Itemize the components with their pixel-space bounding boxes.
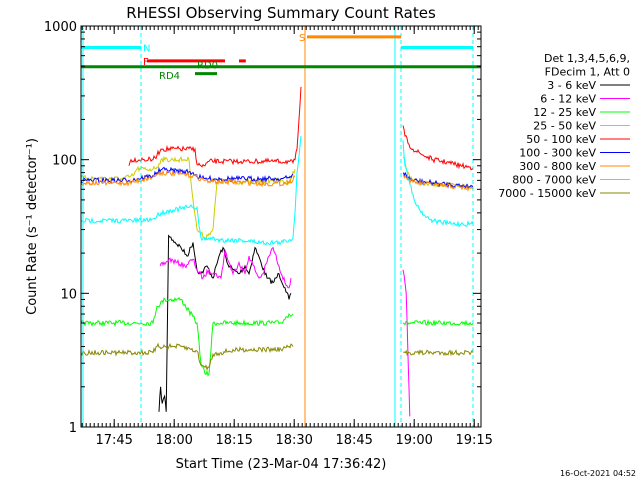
x-tick-label: 18:45 [335, 433, 372, 448]
axis-layer: 17:45 18:00 18:15 18:30 18:45 19:00 19:15 1 10 10… [44, 20, 493, 448]
legend: Det 1,3,4,5,6,9,FDecim 1, Att 03 - 6 keV… [498, 52, 630, 200]
legend-label: 12 - 25 keV [533, 106, 596, 119]
y-tick-label: 10 [60, 287, 77, 302]
series-line [80, 155, 296, 241]
series-line [158, 234, 292, 412]
legend-label: 7000 - 15000 keV [498, 187, 596, 200]
x-tick-label: 18:00 [155, 433, 192, 448]
x-tick-label: 19:00 [395, 433, 432, 448]
series-line [402, 173, 474, 192]
series-line [80, 136, 302, 246]
series-line [80, 342, 294, 371]
series-line [402, 318, 474, 327]
flag-label-n: N [143, 44, 150, 55]
series-line [80, 169, 296, 188]
x-tick-label: 17:45 [95, 433, 132, 448]
series-line [80, 166, 294, 184]
legend-label: 25 - 50 keV [533, 120, 596, 133]
flag-label-s: S [299, 33, 305, 44]
series-line [402, 269, 411, 417]
timestamp: 16-Oct-2021 04:52 [560, 469, 636, 478]
series-line [128, 86, 302, 168]
y-axis-label: Count Rate (s⁻¹ detector⁻¹) [25, 138, 40, 315]
plot-frame [80, 25, 482, 428]
flag-label-rd4: RD4 [159, 71, 180, 82]
legend-label: 3 - 6 keV [547, 79, 596, 92]
chart-title: RHESSI Observing Summary Count Rates [126, 4, 436, 22]
flag-label-rd0: RD0 [197, 61, 218, 72]
legend-header: FDecim 1, Att 0 [545, 66, 630, 79]
y-tick-label: 1 [69, 421, 77, 436]
y-tick-label: 1000 [44, 20, 77, 35]
series-line [402, 140, 474, 228]
series-line [402, 125, 474, 171]
series-line [159, 246, 292, 289]
legend-label: 300 - 800 keV [519, 160, 596, 173]
legend-header: Det 1,3,4,5,6,9, [544, 52, 630, 65]
x-axis-label: Start Time (23-Mar-04 17:36:42) [176, 457, 387, 472]
legend-label: 800 - 7000 keV [512, 174, 596, 187]
x-tick-label: 18:30 [275, 433, 312, 448]
series-line [402, 171, 474, 190]
series-layer [80, 86, 474, 417]
x-tick-label: 19:15 [455, 433, 492, 448]
x-tick-label: 18:15 [215, 433, 252, 448]
overlay-layer: NF RD0 RD4 S [81, 26, 481, 427]
flag-label-f: F [143, 57, 149, 68]
legend-label: 6 - 12 keV [540, 93, 596, 106]
legend-label: 50 - 100 keV [526, 133, 596, 146]
legend-label: 100 - 300 keV [519, 147, 596, 160]
series-line [403, 349, 474, 357]
series-line [80, 296, 294, 377]
y-tick-label: 100 [52, 154, 77, 169]
